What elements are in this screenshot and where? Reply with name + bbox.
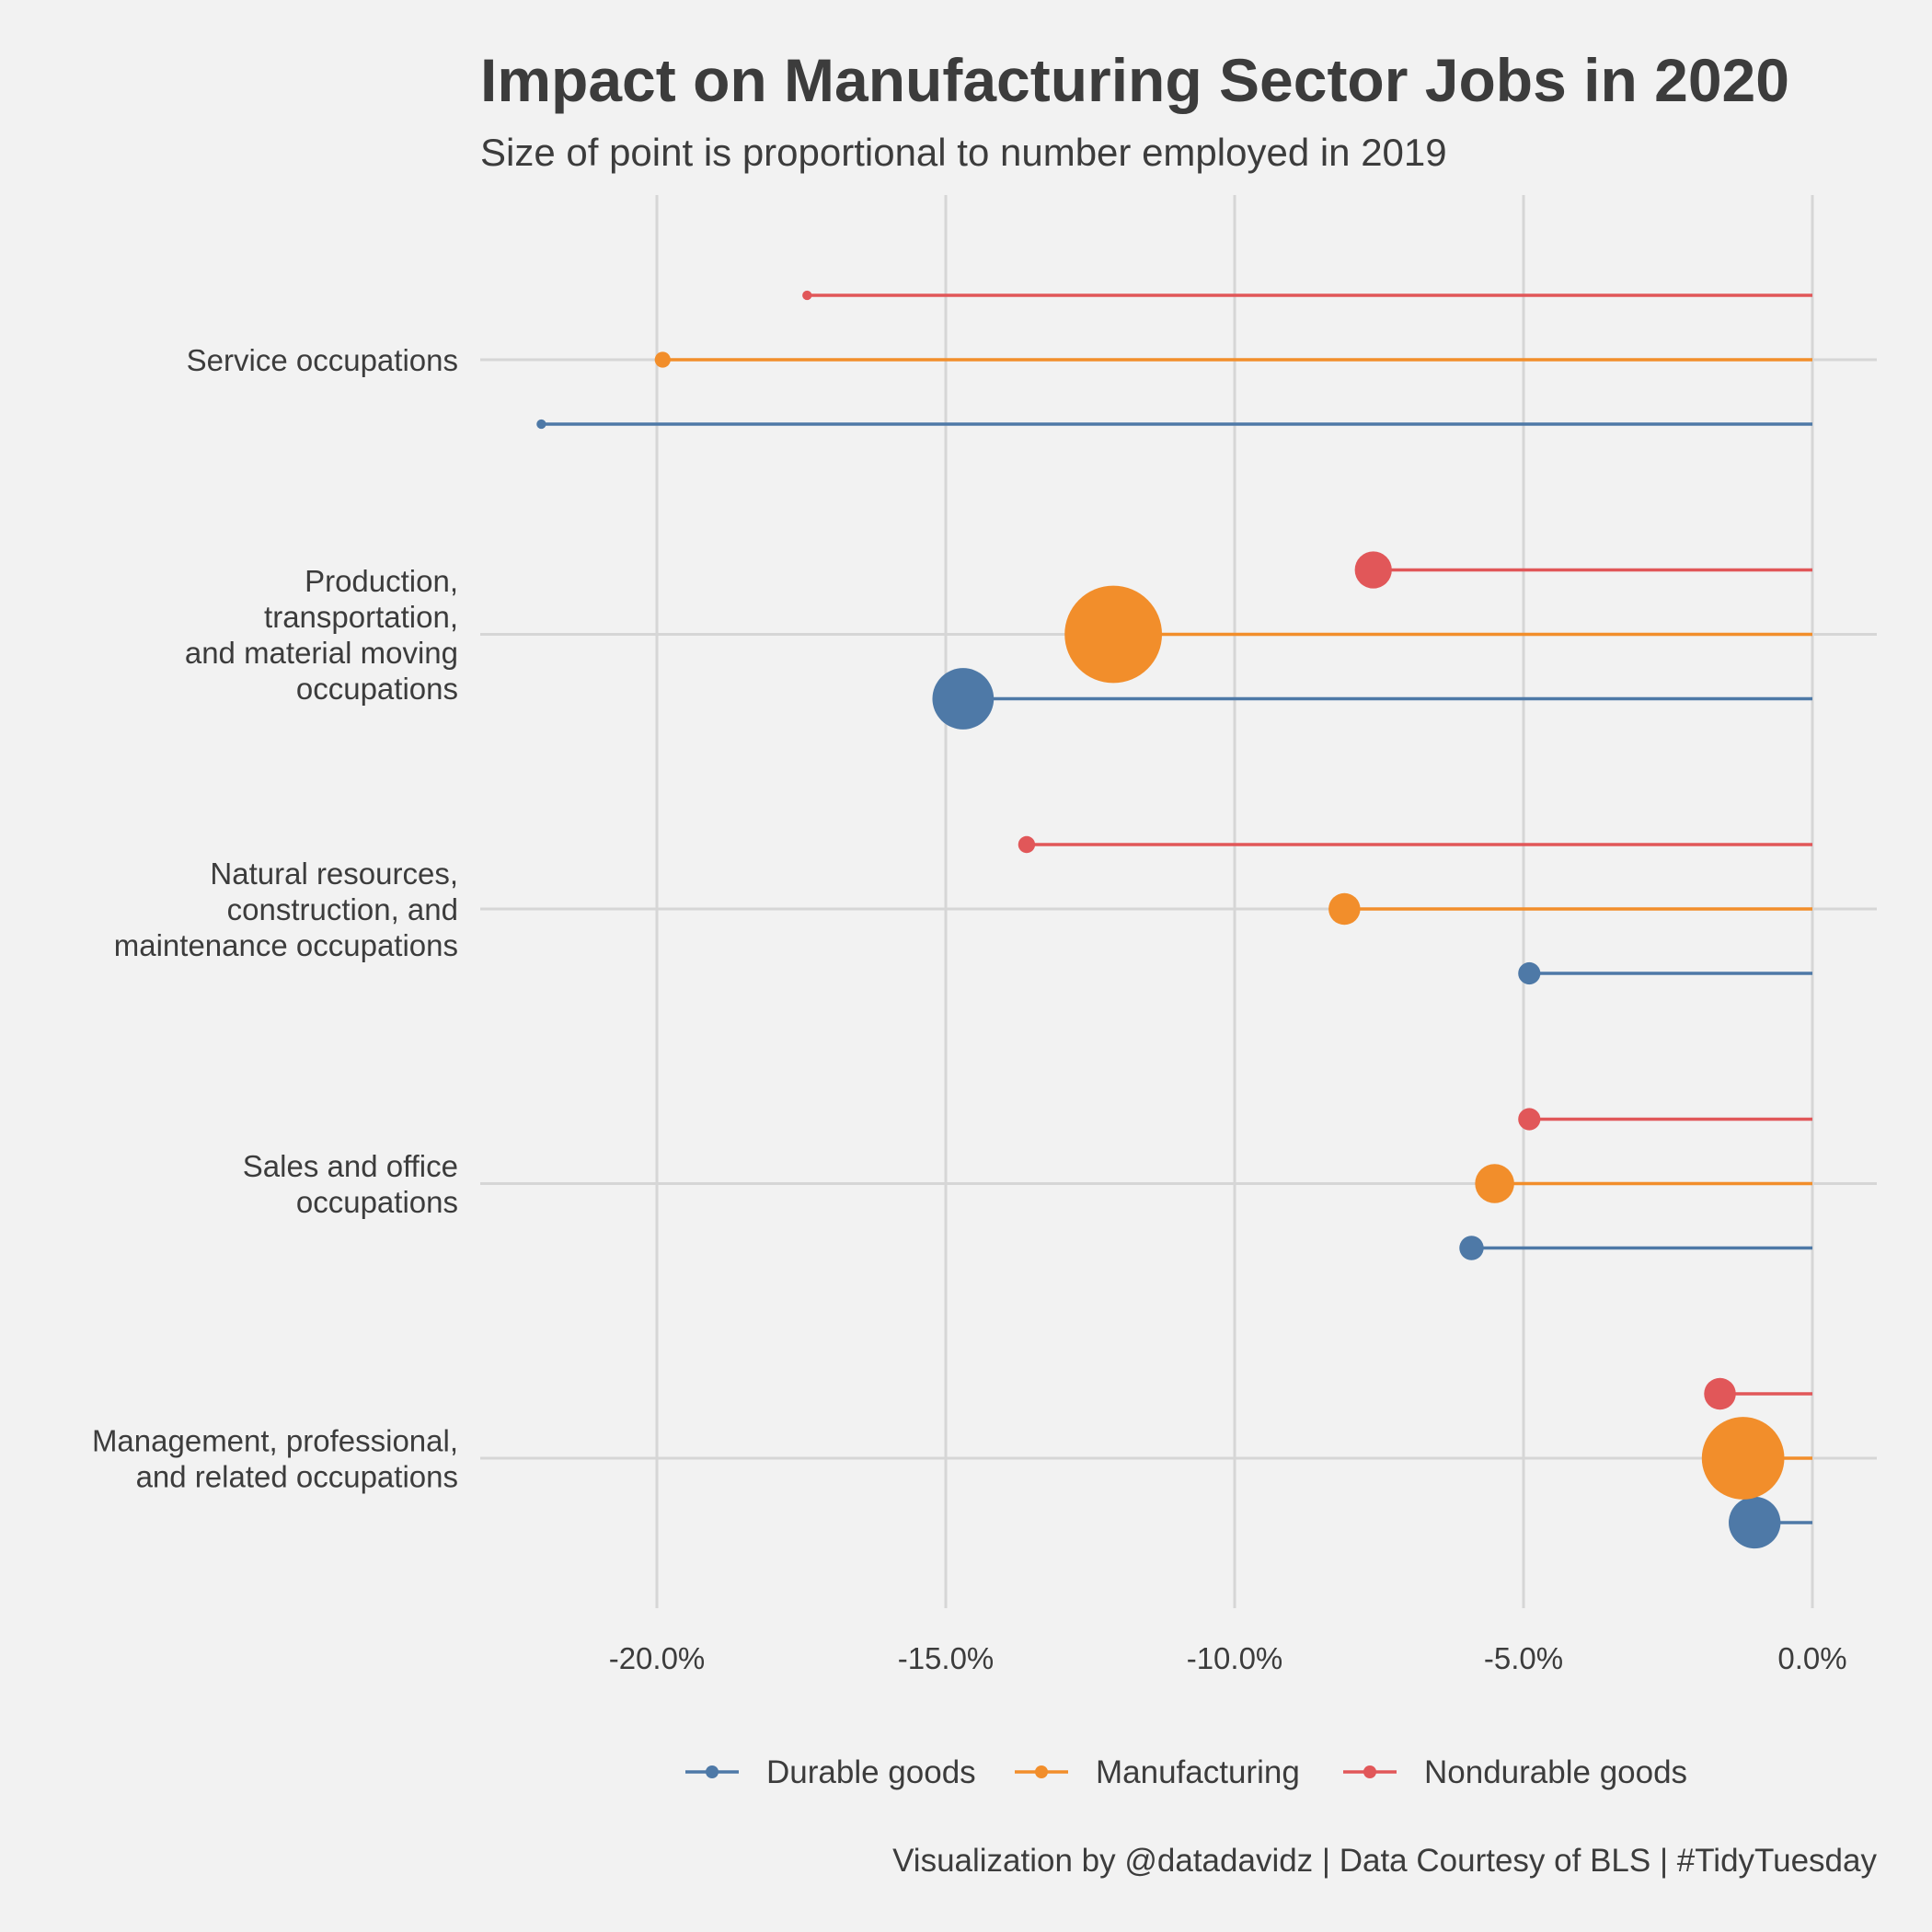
legend-label: Durable goods <box>766 1754 976 1790</box>
lollipop-point <box>1701 1417 1785 1500</box>
legend-label: Nondurable goods <box>1424 1754 1687 1790</box>
category-label-line: Natural resources, <box>210 857 458 891</box>
lollipop-point <box>654 351 671 368</box>
vertical-gridlines <box>655 195 1814 1608</box>
lollipop-point <box>1475 1164 1514 1203</box>
legend-point <box>706 1765 719 1778</box>
category-label-line: and related occupations <box>136 1460 458 1494</box>
lollipop-point <box>932 668 995 730</box>
category-label-line: Service occupations <box>187 343 458 377</box>
category-label-line: Production, <box>305 564 458 598</box>
lollipop-point <box>1328 892 1361 926</box>
legend-point <box>1363 1765 1376 1778</box>
x-tick-label: -20.0% <box>609 1641 706 1675</box>
lollipop-point <box>1459 1236 1484 1260</box>
lollipop-point <box>1354 551 1392 589</box>
category-label-line: occupations <box>296 1185 458 1219</box>
category-label-line: and material moving <box>185 636 458 670</box>
lollipop-point <box>1018 835 1036 854</box>
legend: Durable goods Manufacturing Nondurable goo… <box>685 1754 1687 1790</box>
category-label-line: Management, professional, <box>92 1424 458 1458</box>
lollipop-point <box>1518 1108 1541 1131</box>
x-tick-label: -15.0% <box>898 1641 995 1675</box>
category-label-line: maintenance occupations <box>114 928 458 962</box>
lollipop-point <box>1518 961 1541 985</box>
category-label: Management, professional, and related occ… <box>92 1424 458 1494</box>
x-tick-label: -10.0% <box>1187 1641 1283 1675</box>
lollipop-point <box>1729 1496 1781 1549</box>
category-label-line: construction, and <box>227 892 458 926</box>
category-label: Production, transportation, and material m… <box>185 564 458 706</box>
x-axis-tick-labels: -20.0% -15.0% -10.0% -5.0% 0.0% <box>609 1641 1847 1675</box>
lollipop-point <box>1704 1377 1736 1410</box>
lollipop-point <box>1064 585 1163 684</box>
legend-point <box>1035 1765 1048 1778</box>
chart-caption: Visualization by @datadavidz | Data Cour… <box>892 1843 1877 1879</box>
chart-title: Impact on Manufacturing Sector Jobs in 2… <box>480 46 1789 114</box>
chart-subtitle: Size of point is proportional to number … <box>480 131 1447 174</box>
legend-label: Manufacturing <box>1096 1754 1300 1790</box>
lollipop-point <box>802 290 812 301</box>
x-tick-label: 0.0% <box>1777 1641 1846 1675</box>
category-label-line: Sales and office <box>243 1149 458 1183</box>
x-tick-label: -5.0% <box>1484 1641 1563 1675</box>
category-label-line: transportation, <box>264 600 458 634</box>
category-label: Sales and office occupations <box>243 1149 458 1219</box>
category-label: Service occupations <box>187 343 458 377</box>
category-label-line: occupations <box>296 672 458 706</box>
lollipop-marks <box>536 290 1812 1549</box>
lollipop-point <box>536 419 546 430</box>
y-axis-labels: Service occupations Production, transporta… <box>92 343 458 1494</box>
category-label: Natural resources, construction, and maint… <box>114 857 458 962</box>
